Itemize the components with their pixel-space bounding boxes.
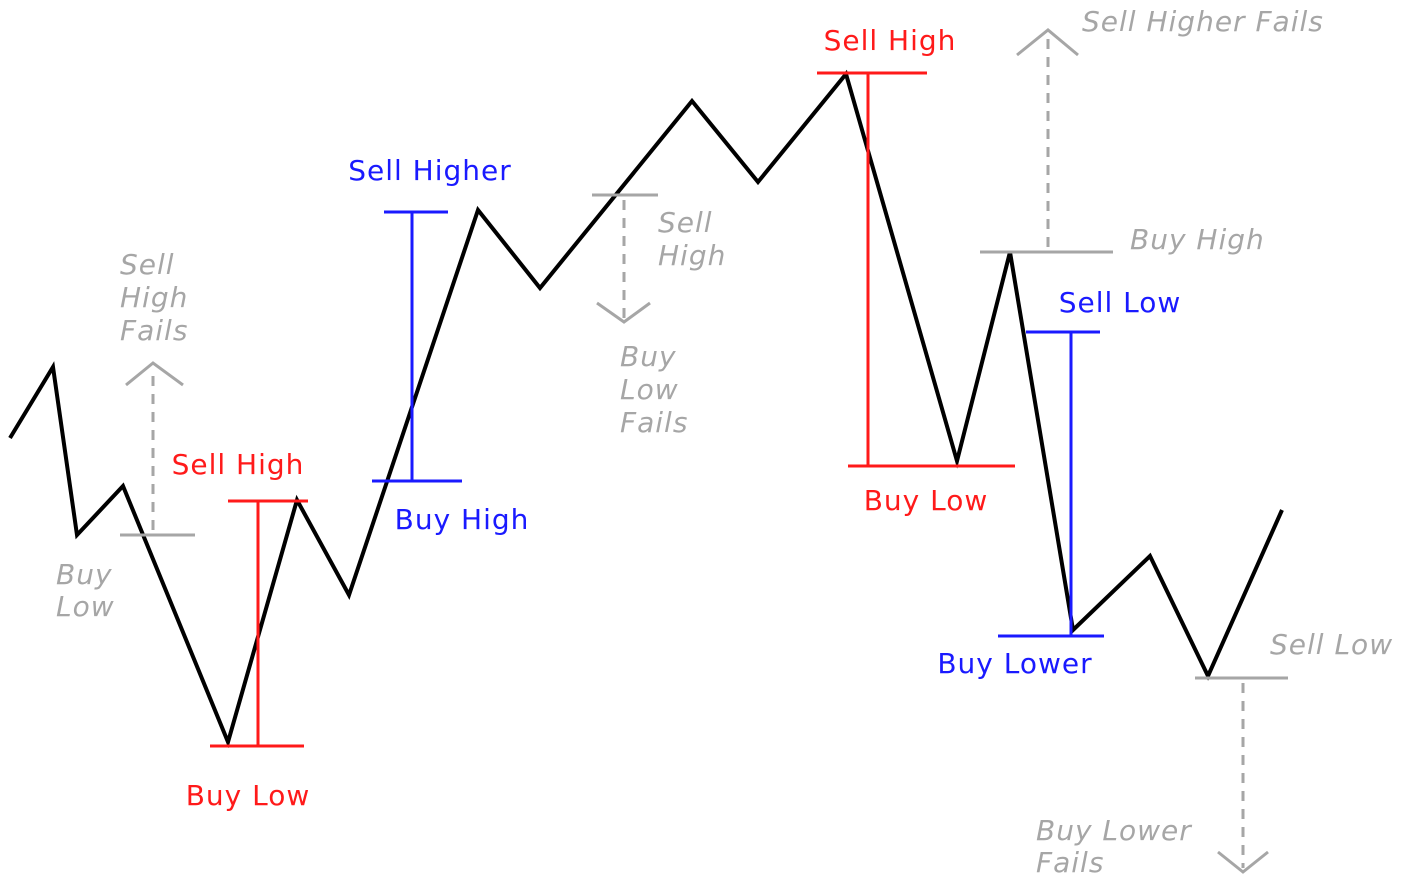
label: High xyxy=(658,239,726,272)
label: Fails xyxy=(120,314,188,347)
range-blue-1 xyxy=(372,210,462,483)
failed-up-2 xyxy=(980,28,1113,254)
label: Low xyxy=(56,590,115,623)
label: Low xyxy=(620,373,679,406)
label: Buy High xyxy=(1130,223,1265,256)
label: Buy Lower xyxy=(937,647,1092,680)
label: Buy Low xyxy=(864,484,989,517)
failed-up-1 xyxy=(120,361,195,537)
failed-down-1 xyxy=(592,193,658,324)
label: Fails xyxy=(620,406,688,439)
label: Sell xyxy=(658,206,713,239)
label: Sell High xyxy=(172,448,305,481)
label: Buy High xyxy=(395,503,530,536)
label: Sell Low xyxy=(1059,286,1182,319)
label: Fails xyxy=(1036,846,1104,879)
label: Buy Lower xyxy=(1036,814,1192,847)
label: Sell Higher Fails xyxy=(1082,5,1324,38)
label: High xyxy=(120,281,188,314)
range-red-1 xyxy=(210,499,308,748)
label: Buy Low xyxy=(186,779,311,812)
label: Buy xyxy=(56,558,113,591)
label: Sell Low xyxy=(1270,628,1393,661)
failed-down-2 xyxy=(1195,676,1288,874)
label: Sell High xyxy=(824,24,957,57)
range-red-2 xyxy=(817,71,1015,468)
label: Buy xyxy=(620,340,677,373)
label: Sell xyxy=(120,248,175,281)
label: Sell Higher xyxy=(348,154,512,187)
range-blue-2 xyxy=(998,330,1104,638)
